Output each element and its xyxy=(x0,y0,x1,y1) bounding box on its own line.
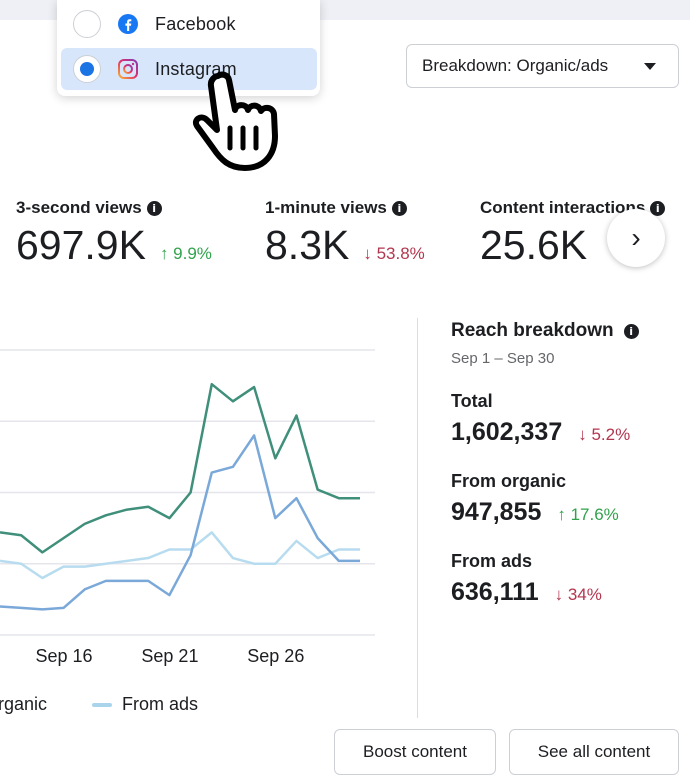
divider xyxy=(417,318,418,718)
organic-label: From organic xyxy=(451,471,567,491)
date-range: Sep 1 – Sep 30 xyxy=(451,350,555,367)
breakdown-label: Breakdown: Organic/ads xyxy=(422,56,609,75)
metric-1-minute-views: 1-minute views i 8.3K ↓ 53.8% xyxy=(265,198,425,269)
see-all-content-button[interactable]: See all content xyxy=(509,729,679,775)
legend-swatch xyxy=(92,702,112,707)
info-icon[interactable]: i xyxy=(146,200,162,216)
metric-label: 1-minute views xyxy=(265,198,387,217)
metric-change: ↓ 53.8% xyxy=(363,244,425,263)
series-line xyxy=(0,531,360,580)
metric-change: ↑ 9.9% xyxy=(159,244,212,263)
metric-value: 697.9K xyxy=(16,222,146,268)
total-value: 1,602,337 xyxy=(451,418,563,446)
info-icon[interactable]: i xyxy=(650,200,666,216)
platform-dropdown: Facebook Instagram xyxy=(57,0,320,96)
legend-organic: rganic xyxy=(0,694,47,715)
reach-breakdown-panel: Reach breakdown i Sep 1 – Sep 30 Total 1,… xyxy=(451,320,639,607)
metric-value: 8.3K xyxy=(265,222,350,268)
next-arrow-button[interactable]: › xyxy=(607,209,665,267)
chart-grid xyxy=(0,349,375,636)
chevron-right-icon: › xyxy=(631,222,641,253)
x-tick-label: Sep 16 xyxy=(35,646,93,666)
legend-label: From ads xyxy=(122,694,199,714)
dropdown-item-facebook[interactable]: Facebook xyxy=(61,3,317,45)
boost-content-button[interactable]: Boost content xyxy=(334,729,496,775)
reach-line-chart xyxy=(0,349,375,636)
dropdown-label-facebook: Facebook xyxy=(155,13,236,34)
total-label: Total xyxy=(451,391,493,411)
x-tick-label: Sep 21 xyxy=(141,646,199,666)
dropdown-item-instagram[interactable]: Instagram xyxy=(61,48,317,90)
metric-3-second-views: 3-second views i 697.9K ↑ 9.9% xyxy=(16,198,212,269)
organic-value: 947,855 xyxy=(451,498,542,526)
info-icon[interactable]: i xyxy=(623,323,639,339)
facebook-icon xyxy=(117,13,139,35)
panel-title: Reach breakdown xyxy=(451,320,614,341)
instagram-icon xyxy=(117,58,139,80)
hand-cursor-icon xyxy=(193,71,278,171)
ads-change: ↓ 34% xyxy=(554,585,602,604)
organic-change: ↑ 17.6% xyxy=(557,505,619,524)
legend-from-ads: From ads xyxy=(92,694,198,715)
x-tick-label: Sep 26 xyxy=(247,646,305,666)
ads-value: 636,111 xyxy=(451,578,539,606)
breakdown-select[interactable]: Breakdown: Organic/ads xyxy=(406,44,679,88)
series-line xyxy=(0,382,360,554)
radio-facebook[interactable] xyxy=(73,10,101,38)
info-icon[interactable]: i xyxy=(391,200,407,216)
metric-label: 3-second views xyxy=(16,198,142,217)
ads-label: From ads xyxy=(451,551,533,571)
series-line xyxy=(0,434,360,611)
legend-label: rganic xyxy=(0,694,48,714)
chart-lines xyxy=(0,382,360,611)
metric-label: Content interactions xyxy=(480,198,646,217)
total-change: ↓ 5.2% xyxy=(578,425,631,444)
metric-value: 25.6K xyxy=(480,222,588,268)
caret-down-icon xyxy=(644,63,656,70)
metric-content-interactions: Content interactions i 25.6K xyxy=(480,198,680,269)
radio-instagram[interactable] xyxy=(73,55,101,83)
